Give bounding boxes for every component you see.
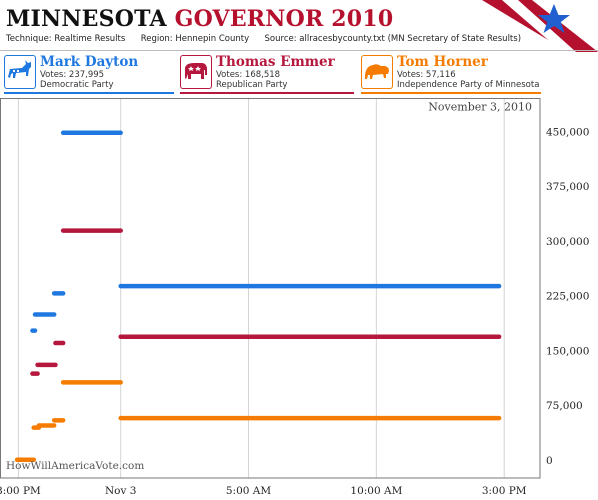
candidate-party: Independence Party of Minnesota [397, 80, 540, 90]
x-tick-label: 10:00 AM [350, 485, 402, 497]
series-line [14, 380, 502, 463]
plot-frame [0, 98, 541, 479]
technique-label: Technique: [6, 34, 52, 44]
candidate-emmer: Thomas Emmer Votes: 168,518 Republican P… [180, 54, 354, 94]
region-label: Region: [140, 34, 173, 44]
candidate-votes: Votes: 57,116 [397, 70, 456, 80]
candidate-votes: Votes: 237,995 [40, 70, 105, 80]
y-tick-label: 225,000 [546, 291, 589, 303]
source-label: Source: [264, 34, 297, 44]
candidate-name: Tom Horner [397, 54, 488, 70]
donkey-icon [4, 55, 36, 89]
candidate-party: Democratic Party [40, 80, 114, 90]
candidate-color-bar [180, 92, 354, 94]
page-title: MINNESOTA GOVERNOR 2010 [6, 6, 393, 32]
y-tick-label: 375,000 [546, 181, 589, 193]
x-tick-label: 3:00 PM [482, 485, 527, 497]
y-tick-label: 300,000 [546, 236, 589, 248]
candidate-votes: Votes: 168,518 [216, 70, 281, 80]
header-divider [0, 50, 598, 51]
title-race: GOVERNOR 2010 [174, 6, 394, 32]
bison-icon [361, 55, 393, 89]
source-value: allracesbycounty.txt (MN Secretary of St… [299, 34, 522, 44]
watermark: HowWillAmericaVote.com [6, 460, 145, 472]
y-tick-label: 150,000 [546, 345, 589, 357]
x-tick-label: 5:00 AM [226, 485, 271, 497]
candidate-name: Thomas Emmer [216, 54, 335, 70]
candidate-color-bar [4, 92, 174, 94]
chart-metadata: Technique: Realtime Results Region: Henn… [6, 34, 521, 44]
candidate-name: Mark Dayton [40, 54, 139, 70]
candidate-horner: Tom Horner Votes: 57,116 Independence Pa… [361, 54, 541, 94]
y-tick-label: 0 [546, 455, 553, 467]
candidate-party: Republican Party [216, 80, 288, 90]
vote-count-chart: 0 75,000 150,000 225,000 300,000 375,000 450,0… [0, 98, 589, 497]
technique-value: Realtime Results [54, 34, 126, 44]
elephant-icon [180, 55, 212, 89]
series-line [30, 130, 502, 333]
series-line [30, 228, 502, 376]
x-tick-label: Nov 3 [105, 485, 136, 497]
title-state: MINNESOTA [6, 6, 167, 32]
candidate-color-bar [361, 92, 541, 94]
region-value: Hennepin County [175, 34, 250, 44]
star-logo-icon [482, 0, 598, 52]
y-tick-label: 75,000 [546, 400, 583, 412]
candidate-dayton: Mark Dayton Votes: 237,995 Democratic Pa… [4, 54, 174, 94]
x-tick-label: 8:00 PM [0, 485, 41, 497]
y-tick-label: 450,000 [546, 126, 589, 138]
chart-date: November 3, 2010 [428, 101, 532, 114]
